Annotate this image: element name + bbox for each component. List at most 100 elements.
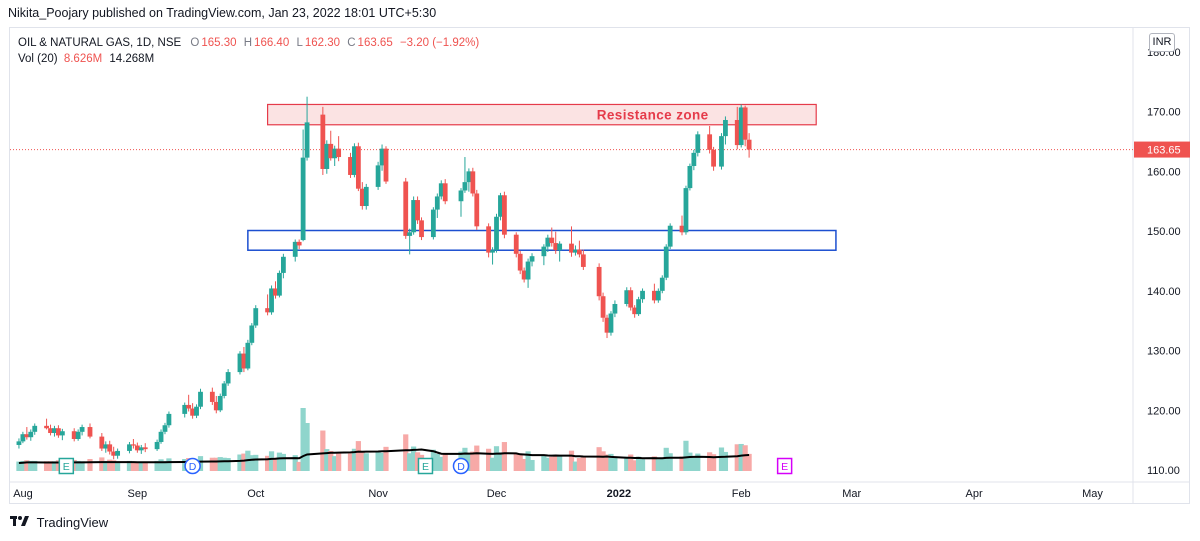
candle-body <box>719 136 724 167</box>
candle-body <box>502 195 507 235</box>
candle-body <box>127 444 132 451</box>
volume-bar <box>221 457 227 471</box>
earnings-marker-icon[interactable] <box>58 457 75 475</box>
volume-bar <box>154 460 160 471</box>
candle-body <box>154 441 160 450</box>
candle-body <box>363 186 369 207</box>
candle-body <box>182 404 188 414</box>
volume-bar <box>580 456 586 471</box>
volume-bar <box>355 441 361 471</box>
volume-bar <box>332 456 338 471</box>
candle-body <box>138 447 144 451</box>
candle-body <box>213 401 219 411</box>
volume-bar <box>328 451 334 471</box>
volume-bar <box>632 460 638 471</box>
y-tick-label: 140.00 <box>1147 286 1181 298</box>
volume-bar <box>351 448 358 471</box>
volume-bar <box>557 456 563 471</box>
candle-body <box>379 148 385 166</box>
volume-bar <box>600 451 606 471</box>
volume-bar <box>683 440 689 471</box>
candle-body <box>296 241 302 246</box>
volume-bar <box>249 455 255 471</box>
candle-body <box>723 119 728 137</box>
candle-body <box>336 148 342 158</box>
candle-body <box>734 119 740 146</box>
volume-bar <box>541 455 547 471</box>
volume-bar <box>497 452 504 471</box>
dividend-marker-icon[interactable] <box>452 457 470 475</box>
candle-body <box>142 447 148 450</box>
candle-body <box>576 249 582 255</box>
candle-body <box>628 290 634 308</box>
volume-bar <box>47 461 54 471</box>
candle-body <box>458 190 464 202</box>
open-label: O <box>190 37 200 49</box>
earnings-marker-icon[interactable] <box>417 457 434 475</box>
volume-bar <box>612 458 618 471</box>
last-price-tag <box>1134 141 1190 158</box>
upcoming-earnings-marker-icon[interactable] <box>776 457 793 475</box>
candle-body <box>324 143 330 169</box>
event-marker-letter: E <box>781 461 788 473</box>
volume-bar <box>411 446 417 471</box>
candle-body <box>604 317 610 333</box>
candle-body <box>442 183 448 202</box>
volume-bar <box>659 457 665 471</box>
volume-bar <box>549 456 555 471</box>
candle-body <box>352 146 357 175</box>
currency-badge[interactable]: INR <box>1149 33 1175 52</box>
candle-body <box>541 246 547 257</box>
volume-bar <box>32 460 38 471</box>
volume-bar <box>213 457 219 471</box>
volume-bar <box>718 447 725 471</box>
candle-body <box>557 243 563 251</box>
volume-bar <box>651 456 657 471</box>
candle-body <box>742 107 748 140</box>
volume-bar <box>604 454 610 471</box>
publish-header: Nikita_Poojary published on TradingView.… <box>0 0 1200 26</box>
volume-bar <box>442 453 448 471</box>
volume-bar <box>197 456 204 471</box>
volume-bar <box>379 452 385 471</box>
volume-bar <box>162 460 168 471</box>
candle-body <box>655 290 661 301</box>
volume-bar <box>403 434 409 471</box>
volume-bar <box>466 454 472 471</box>
candle-body <box>28 431 34 438</box>
volume-bar <box>624 456 630 471</box>
published-line: Nikita_Poojary published on TradingView.… <box>8 6 437 20</box>
resistance-zone-box[interactable] <box>266 103 817 126</box>
dividend-marker-icon[interactable] <box>184 457 201 475</box>
symbol-legend-row[interactable]: OIL & NATURAL GAS, 1D, NSE O 165.30 H 166.… <box>18 35 483 51</box>
event-marker-letter: E <box>422 461 429 473</box>
candle-body <box>596 266 602 297</box>
candle-body <box>438 183 444 197</box>
volume-bar <box>695 453 701 471</box>
volume-bar <box>347 453 354 471</box>
volume-legend-row[interactable]: Vol (20) 8.626M 14.268M <box>18 51 483 67</box>
x-tick-label: 2022 <box>607 488 631 500</box>
volume-bar <box>16 461 22 471</box>
volume-bar <box>525 451 531 471</box>
footer-brand[interactable]: TradingView <box>10 514 108 534</box>
chart-frame[interactable] <box>9 27 1190 504</box>
volume-bar <box>225 458 231 471</box>
volume-bar <box>103 460 109 471</box>
volume-bar <box>276 452 283 471</box>
candle-body <box>59 431 65 436</box>
volume-bar <box>691 456 697 471</box>
volume-ma-line <box>18 448 750 464</box>
open-value: 165.30 <box>201 37 237 49</box>
candle-body <box>529 256 535 262</box>
candle-body <box>403 181 409 236</box>
candle-body <box>56 428 61 436</box>
candle-body <box>166 413 172 426</box>
volume-bar <box>217 457 223 471</box>
candle-body <box>217 395 223 411</box>
volume-bar <box>158 459 164 471</box>
candle-body <box>517 253 523 271</box>
candle-body <box>292 241 298 257</box>
candle-body <box>355 146 361 189</box>
